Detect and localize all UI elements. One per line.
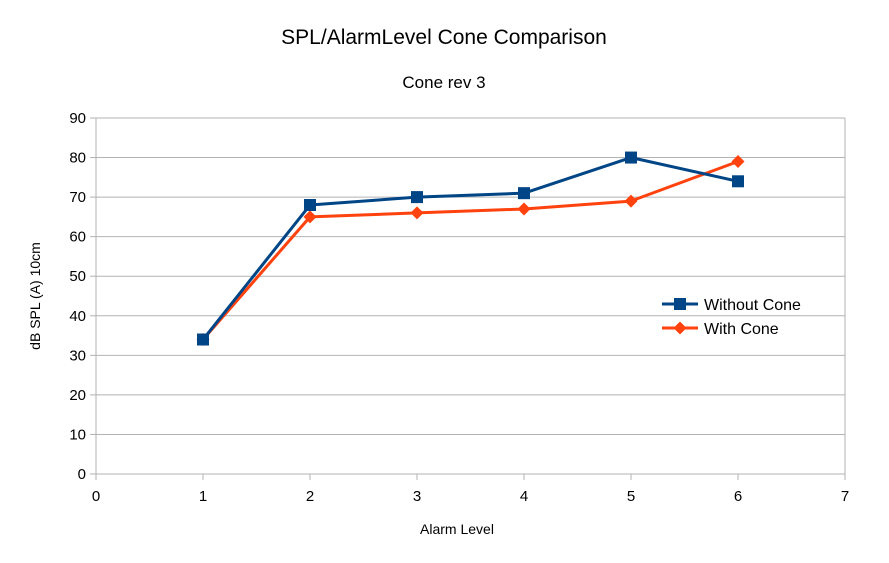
y-tick-label: 50 [69,268,86,285]
y-tick-label: 70 [69,189,86,206]
x-tick-label: 2 [306,488,314,505]
y-tick-label: 30 [69,347,86,364]
y-tick-label: 90 [69,110,86,127]
x-tick-label: 7 [841,488,849,505]
gridlines [96,117,845,475]
series-line-without-cone [201,156,739,341]
x-tick-label: 5 [627,488,635,505]
x-tick-label: 3 [413,488,421,505]
data-point-without-cone [197,333,209,346]
x-tick-label: 0 [92,488,100,505]
legend-label: With Cone [704,321,779,338]
legend-marker [674,298,686,310]
x-tick-label: 6 [734,488,742,505]
data-point-with-cone [624,194,638,208]
axes: 0 10 20 30 40 50 60 70 80 90 0 1 2 3 4 5 6 7 [69,110,849,505]
y-tick-label: 10 [69,426,86,443]
data-point-with-cone [410,206,424,220]
data-point-without-cone [732,175,744,188]
y-axis-label: dB SPL (A) 10cm [27,242,43,350]
data-point-without-cone [625,151,637,164]
legend-item-with-cone: With Cone [662,321,779,338]
data-point-with-cone [517,202,531,216]
chart-title: SPL/AlarmLevel Cone Comparison [281,26,607,49]
y-tick-label: 0 [78,466,86,483]
data-point-without-cone [518,187,530,200]
y-tick-label: 20 [69,387,86,404]
series-without-cone [197,151,744,346]
series-with-cone [196,155,745,347]
data-point-without-cone [411,191,423,204]
chart-subtitle: Cone rev 3 [402,73,485,92]
legend-item-without-cone: Without Cone [662,297,801,314]
y-tick-label: 60 [69,229,86,246]
y-tick-label: 40 [69,308,86,325]
data-point-with-cone [303,210,317,224]
data-point-without-cone [304,199,316,212]
x-axis-label: Alarm Level [420,521,494,537]
series-group [196,151,745,347]
data-point-with-cone [731,155,745,169]
legend-marker [673,321,687,335]
legend-label: Without Cone [704,297,801,314]
y-tick-label: 80 [69,150,86,167]
x-tick-label: 4 [520,488,528,505]
x-tick-label: 1 [199,488,207,505]
series-line-with-cone [201,160,739,341]
legend: Without Cone With Cone [662,297,801,338]
